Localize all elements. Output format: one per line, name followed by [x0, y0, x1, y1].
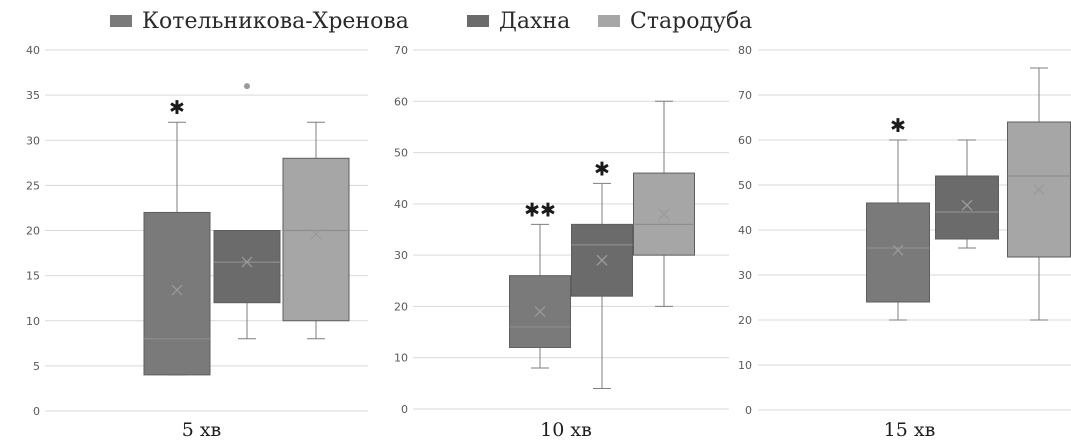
y-tick-label: 25 [26, 179, 40, 192]
mean-marker-starodub [310, 228, 322, 240]
y-tick-label: 15 [26, 270, 40, 283]
y-tick-label: 50 [394, 147, 408, 160]
box-dakhna [213, 230, 281, 304]
mean-marker-starodub [658, 208, 670, 220]
x-axis-label: 10 хв [540, 419, 592, 441]
y-tick-label: 20 [26, 225, 40, 238]
y-tick-label: 0 [33, 405, 40, 418]
x-axis-label: 15 хв [884, 419, 936, 441]
legend-label-starodub: Стародуба [630, 8, 753, 34]
box-kotelnikova [143, 211, 211, 376]
boxplot-panel-15min: 0 10 20 30 40 50 60 70 80 ✱ 15 хв [738, 44, 1071, 441]
y-tick-label: 40 [738, 224, 752, 237]
box-starodub [282, 157, 350, 322]
y-tick-label: 40 [394, 198, 408, 211]
y-tick-label: 30 [394, 249, 408, 262]
legend-swatch-dakhna [467, 15, 489, 27]
mean-marker-dakhna [241, 256, 253, 268]
mean-marker-starodub [1033, 184, 1045, 195]
significance-annotation-kotelnikova: ✱ [890, 115, 906, 137]
y-tick-label: 80 [738, 44, 752, 57]
y-tick-label: 70 [738, 89, 752, 102]
chart-legend: Котельникова-Хренова Дахна Стародуба [0, 0, 1071, 40]
y-tick-label: 40 [26, 44, 40, 57]
y-tick-label: 30 [26, 134, 40, 147]
legend-swatch-starodub [598, 15, 620, 27]
y-tick-label: 70 [394, 44, 408, 57]
box-kotelnikova [866, 202, 930, 303]
y-tick-label: 60 [738, 134, 752, 147]
mean-marker-kotelnikova [534, 306, 546, 318]
legend-label-kotelnikova: Котельникова-Хренова [142, 8, 409, 34]
outlier-point-dakhna [244, 83, 250, 90]
y-tick-label: 20 [738, 314, 752, 327]
legend-item-kotelnikova: Котельникова-Хренова [110, 8, 409, 34]
mean-marker-dakhna [961, 199, 973, 211]
y-tick-label: 0 [745, 404, 752, 417]
significance-annotation-dakhna: ✱ [594, 158, 610, 180]
significance-annotation-kotelnikova: ✱✱ [524, 199, 556, 221]
mean-marker-dakhna [596, 254, 608, 266]
y-tick-label: 0 [401, 403, 408, 416]
y-tick-label: 5 [33, 360, 40, 373]
y-tick-label: 35 [26, 89, 40, 102]
y-tick-label: 50 [738, 179, 752, 192]
mean-marker-kotelnikova [892, 244, 904, 256]
y-tick-label: 10 [738, 359, 752, 372]
y-tick-label: 20 [394, 300, 408, 313]
legend-item-starodub: Стародуба [598, 8, 752, 34]
significance-annotation-kotelnikova: ✱ [169, 97, 185, 119]
y-tick-label: 10 [26, 315, 40, 328]
boxplot-panel-5min: 0 5 10 15 20 25 30 35 40 ✱ 5 хв [26, 44, 368, 441]
y-tick-label: 10 [394, 352, 408, 365]
y-tick-label: 60 [394, 95, 408, 108]
legend-item-dakhna: Дахна [467, 8, 570, 34]
y-tick-label: 30 [738, 269, 752, 282]
legend-label-dakhna: Дахна [499, 8, 571, 34]
legend-swatch-kotelnikova [110, 15, 132, 27]
box-dakhna [935, 175, 999, 240]
mean-marker-kotelnikova [171, 284, 183, 296]
x-axis-label: 5 хв [182, 419, 222, 441]
